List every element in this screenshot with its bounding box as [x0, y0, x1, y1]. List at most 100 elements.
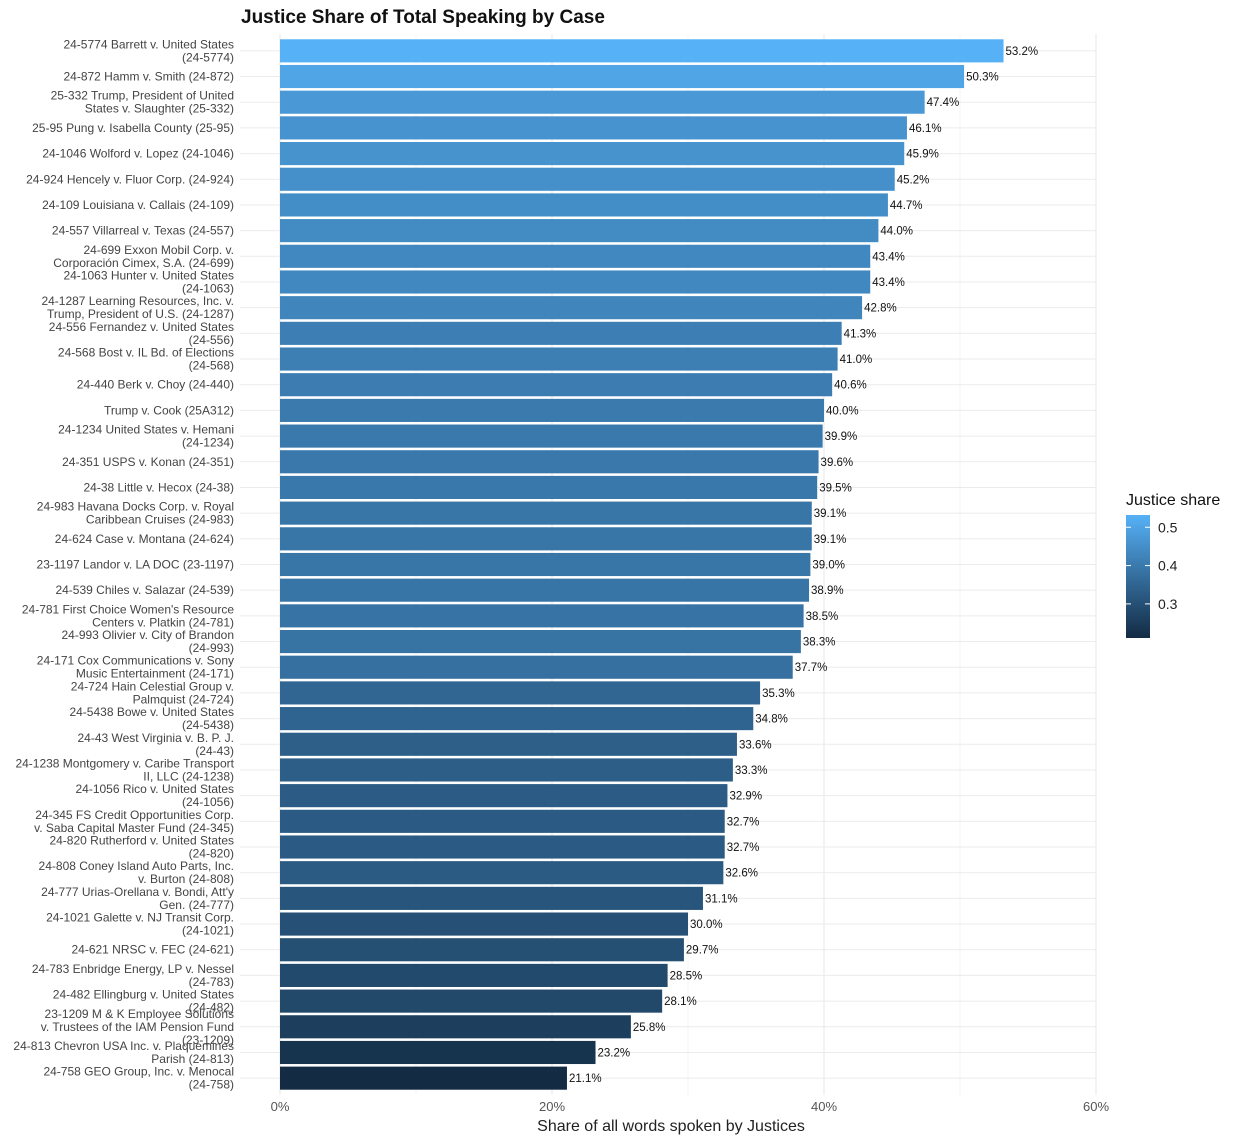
category-label-line: 24-109 Louisiana v. Callais (24-109) — [42, 198, 234, 212]
value-label: 33.3% — [735, 765, 768, 777]
category-label: 24-539 Chiles v. Salazar (24-539) — [55, 583, 234, 597]
bar — [280, 193, 888, 217]
category-label: 24-38 Little v. Hecox (24-38) — [83, 480, 234, 494]
value-label: 23.2% — [598, 1047, 631, 1059]
category-label-line: (24-1234) — [182, 436, 234, 450]
category-label-line: Trump v. Cook (25A312) — [104, 403, 234, 417]
category-label-line: 24-983 Havana Docks Corp. v. Royal — [37, 500, 234, 514]
x-tick-label: 0% — [271, 1099, 290, 1114]
category-label-line: 24-1056 Rico v. United States — [75, 782, 234, 796]
value-label: 44.7% — [890, 200, 923, 212]
value-label: 39.1% — [814, 508, 847, 520]
category-label: 24-813 Chevron USA Inc. v. Plaquemines Pa… — [13, 1039, 234, 1066]
category-label-line: 24-1021 Galette v. NJ Transit Corp. — [46, 911, 234, 925]
category-label-line: (24-1063) — [182, 281, 234, 295]
bar — [280, 270, 871, 294]
bar — [280, 501, 812, 525]
category-label-line: (24-482) — [189, 1001, 234, 1015]
category-label: Trump v. Cook (25A312) — [104, 403, 234, 417]
bar — [280, 707, 754, 731]
category-label: 24-783 Enbridge Energy, LP v. Nessel (24-… — [32, 962, 234, 989]
bar — [280, 604, 804, 628]
category-label-line: (24-820) — [189, 847, 234, 861]
bar — [280, 758, 733, 782]
value-label: 40.6% — [834, 380, 867, 392]
category-label-line: 24-699 Exxon Mobil Corp. v. — [83, 243, 234, 257]
bar — [280, 475, 818, 500]
category-label: 24-345 FS Credit Opportunities Corp. v. S… — [34, 808, 234, 835]
x-tick-label: 20% — [539, 1099, 565, 1114]
category-label: 24-624 Case v. Montana (24-624) — [55, 532, 234, 546]
value-label: 32.9% — [729, 791, 762, 803]
category-label: 24-171 Cox Communications v. Sony Music E… — [37, 654, 234, 681]
value-label: 39.5% — [819, 482, 852, 494]
category-label: 24-1238 Montgomery v. Caribe Transport II… — [15, 756, 234, 783]
bar — [280, 835, 725, 859]
category-label-line: v. Saba Capital Master Fund (24-345) — [34, 821, 234, 835]
category-label-line: (24-758) — [189, 1078, 234, 1092]
bar — [280, 373, 833, 397]
category-label: 24-1046 Wolford v. Lopez (24-1046) — [42, 147, 234, 161]
category-label: 24-556 Fernandez v. United States (24-556… — [49, 320, 234, 347]
category-label-line: 24-872 Hamm v. Smith (24-872) — [63, 70, 234, 84]
bar — [280, 989, 663, 1013]
bar — [280, 321, 842, 345]
category-label-line: (24-568) — [189, 359, 234, 373]
bar — [280, 296, 863, 320]
bar — [280, 938, 684, 962]
bar — [280, 398, 824, 422]
category-label-line: 24-1238 Montgomery v. Caribe Transport — [15, 756, 234, 770]
category-label-line: 24-38 Little v. Hecox (24-38) — [83, 480, 234, 494]
x-axis-title: Share of all words spoken by Justices — [537, 1118, 805, 1135]
category-label-line: (24-556) — [189, 333, 234, 347]
category-label-line: (24-5774) — [182, 50, 234, 64]
legend-tick-label: 0.5 — [1158, 519, 1178, 535]
value-label: 32.7% — [727, 816, 760, 828]
bar — [280, 784, 728, 808]
bar — [280, 1015, 631, 1039]
bar — [280, 1066, 567, 1090]
x-tick-label: 40% — [811, 1099, 837, 1114]
category-label-line: 24-781 First Choice Women's Resource — [22, 602, 234, 616]
category-label-line: 24-1063 Hunter v. United States — [63, 268, 234, 282]
category-label-line: 24-724 Hain Celestial Group v. — [71, 679, 234, 693]
category-label-line: 24-758 GEO Group, Inc. v. Menocal — [43, 1065, 234, 1079]
category-label: 25-332 Trump, President of United States … — [51, 89, 234, 116]
category-label: 24-781 First Choice Women's Resource Cent… — [22, 602, 234, 629]
category-label-line: Parish (24-813) — [151, 1052, 234, 1066]
category-label-line: 24-568 Bost v. IL Bd. of Elections — [58, 346, 234, 360]
value-label: 45.2% — [897, 174, 930, 186]
category-label-line: II, LLC (24-1238) — [143, 769, 234, 783]
value-label-layer: 53.2% 50.3% 47.4% 46.1% 45.9% 45.2% 44.7% 44.0%… — [569, 46, 1038, 1085]
category-label-line: 24-1234 United States v. Hemani — [58, 423, 234, 437]
value-label: 41.0% — [840, 354, 873, 366]
legend-tick-label: 0.3 — [1158, 596, 1178, 612]
category-label-line: 24-924 Hencely v. Fluor Corp. (24-924) — [26, 172, 234, 186]
value-label: 37.7% — [795, 662, 828, 674]
x-tick-label: 60% — [1083, 1099, 1109, 1114]
value-label: 53.2% — [1006, 46, 1039, 58]
category-label-line: 24-557 Villarreal v. Texas (24-557) — [52, 224, 234, 238]
value-label: 35.3% — [762, 688, 795, 700]
legend: Justice share 0.5 0.4 0.3 — [1126, 492, 1220, 638]
value-label: 33.6% — [739, 739, 772, 751]
bar-layer — [280, 39, 1004, 1090]
category-label-line: Caribbean Cruises (24-983) — [86, 513, 234, 527]
category-label-line: 24-1046 Wolford v. Lopez (24-1046) — [42, 147, 234, 161]
value-label: 42.8% — [864, 303, 897, 315]
bar — [280, 732, 737, 756]
bar — [280, 527, 812, 551]
value-label: 39.6% — [821, 457, 854, 469]
category-label-line: Music Entertainment (24-171) — [76, 667, 234, 681]
bar — [280, 655, 793, 679]
value-label: 41.3% — [844, 328, 877, 340]
category-label-line: (24-43) — [195, 744, 234, 758]
value-label: 38.9% — [811, 585, 844, 597]
category-label: 24-758 GEO Group, Inc. v. Menocal (24-758… — [43, 1065, 234, 1092]
category-label: 24-808 Coney Island Auto Parts, Inc. v. B… — [39, 859, 234, 886]
category-label: 24-5438 Bowe v. United States (24-5438) — [69, 705, 234, 732]
category-label-line: v. Burton (24-808) — [138, 872, 234, 886]
category-label: 23-1209 M & K Employee Solutions v. Trust… — [41, 1007, 234, 1047]
category-label-line: States v. Slaughter (25-332) — [85, 102, 234, 116]
category-label-line: 24-171 Cox Communications v. Sony — [37, 654, 234, 668]
